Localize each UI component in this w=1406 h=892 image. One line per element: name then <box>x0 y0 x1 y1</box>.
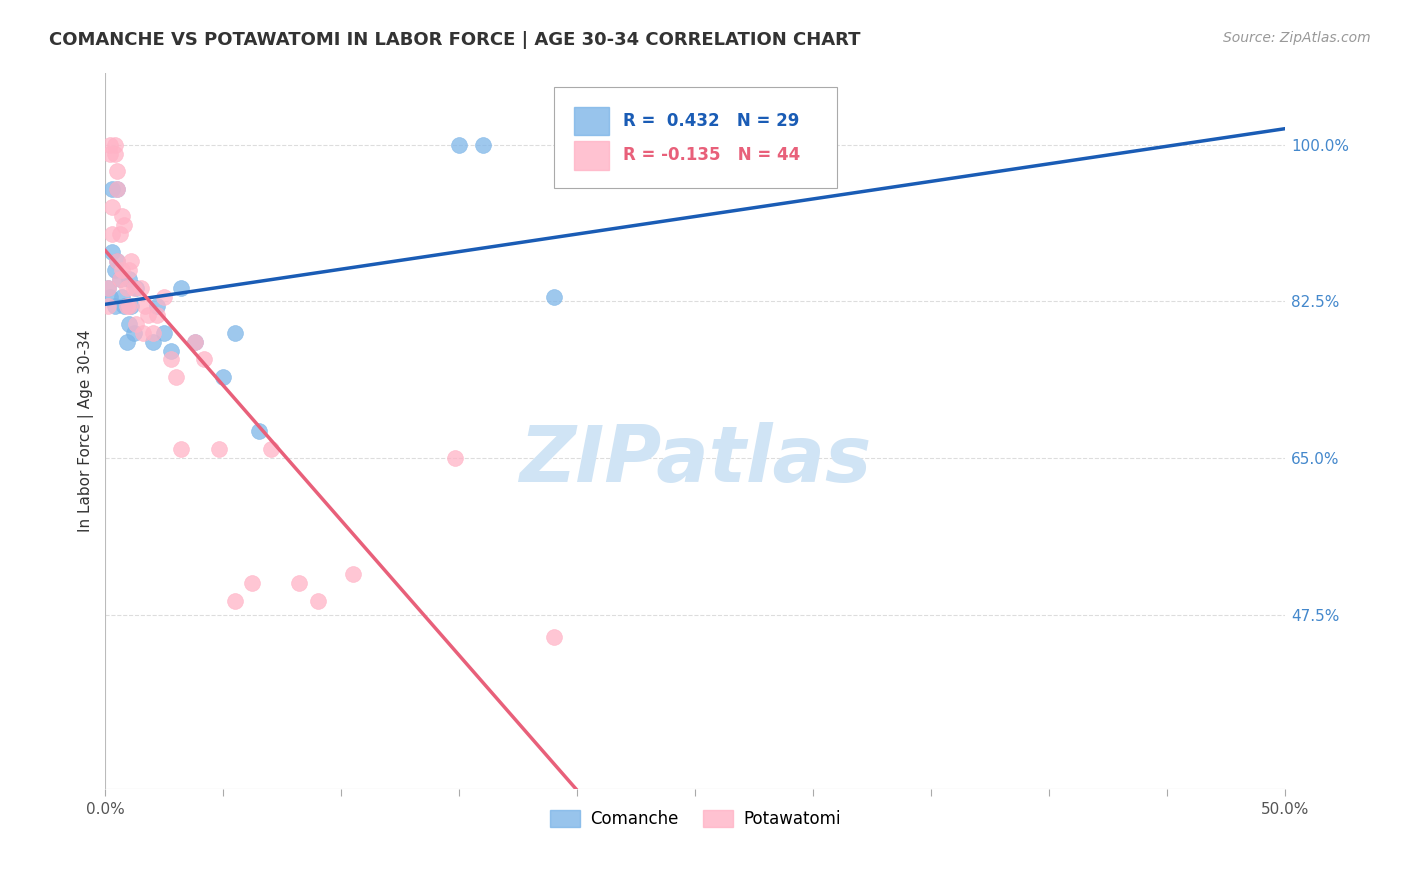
Point <box>115 281 138 295</box>
Point <box>111 209 134 223</box>
Point <box>208 442 231 456</box>
Point <box>184 334 207 349</box>
Point <box>111 290 134 304</box>
Text: R =  0.432   N = 29: R = 0.432 N = 29 <box>623 112 800 130</box>
FancyBboxPatch shape <box>554 87 837 187</box>
Point <box>101 200 124 214</box>
Point <box>129 281 152 295</box>
Point <box>342 567 364 582</box>
Point <box>543 630 565 644</box>
FancyBboxPatch shape <box>574 141 609 169</box>
Point <box>108 272 131 286</box>
Point <box>115 334 138 349</box>
Point <box>105 164 128 178</box>
Point <box>115 299 138 313</box>
Point <box>136 308 159 322</box>
Point <box>97 281 120 295</box>
Text: Source: ZipAtlas.com: Source: ZipAtlas.com <box>1223 31 1371 45</box>
Point <box>125 317 148 331</box>
Point <box>98 290 121 304</box>
Point <box>105 254 128 268</box>
Point <box>101 182 124 196</box>
Point <box>193 352 215 367</box>
Point <box>108 272 131 286</box>
Point <box>170 442 193 456</box>
Point <box>112 299 135 313</box>
Point <box>146 308 169 322</box>
Point <box>543 290 565 304</box>
FancyBboxPatch shape <box>574 107 609 136</box>
Legend: Comanche, Potawatomi: Comanche, Potawatomi <box>543 803 848 835</box>
Point <box>184 334 207 349</box>
Point <box>104 146 127 161</box>
Point <box>160 343 183 358</box>
Point <box>212 370 235 384</box>
Point <box>153 326 176 340</box>
Point <box>104 263 127 277</box>
Point <box>142 334 165 349</box>
Y-axis label: In Labor Force | Age 30-34: In Labor Force | Age 30-34 <box>79 330 94 533</box>
Point <box>97 281 120 295</box>
Point <box>259 442 281 456</box>
Point <box>125 281 148 295</box>
Point <box>132 326 155 340</box>
Point <box>112 218 135 232</box>
Point <box>101 245 124 260</box>
Point <box>160 352 183 367</box>
Point <box>170 281 193 295</box>
Point <box>98 137 121 152</box>
Point <box>307 594 329 608</box>
Point <box>118 299 141 313</box>
Point <box>134 299 156 313</box>
Point <box>101 227 124 241</box>
Point <box>224 326 246 340</box>
Point <box>142 326 165 340</box>
Point <box>97 299 120 313</box>
Text: ZIPatlas: ZIPatlas <box>519 422 872 498</box>
Point <box>122 326 145 340</box>
Point <box>288 576 311 591</box>
Point <box>146 299 169 313</box>
Point <box>98 146 121 161</box>
Point <box>105 254 128 268</box>
Point <box>120 299 142 313</box>
Point <box>240 576 263 591</box>
Point <box>443 450 465 465</box>
Point <box>105 182 128 196</box>
Point <box>104 299 127 313</box>
Point <box>224 594 246 608</box>
Point <box>153 290 176 304</box>
Point <box>247 424 270 438</box>
Point <box>120 254 142 268</box>
Point <box>118 272 141 286</box>
Point <box>165 370 187 384</box>
Text: COMANCHE VS POTAWATOMI IN LABOR FORCE | AGE 30-34 CORRELATION CHART: COMANCHE VS POTAWATOMI IN LABOR FORCE | … <box>49 31 860 49</box>
Point <box>111 263 134 277</box>
Point <box>118 263 141 277</box>
Point <box>105 182 128 196</box>
Point <box>122 281 145 295</box>
Text: R = -0.135   N = 44: R = -0.135 N = 44 <box>623 146 800 164</box>
Point <box>449 137 471 152</box>
Point <box>471 137 494 152</box>
Point <box>104 137 127 152</box>
Point <box>118 317 141 331</box>
Point <box>108 227 131 241</box>
